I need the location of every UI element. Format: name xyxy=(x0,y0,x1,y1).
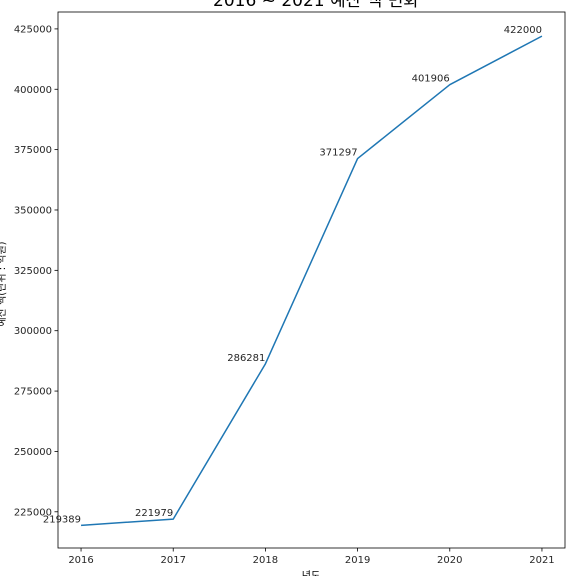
x-tick-label: 2018 xyxy=(253,555,278,566)
y-tick-label: 375000 xyxy=(14,145,52,156)
data-label: 401906 xyxy=(412,74,450,85)
y-tick-label: 250000 xyxy=(14,447,52,458)
series-line xyxy=(81,36,542,525)
y-tick-label: 300000 xyxy=(14,326,52,337)
x-tick-label: 2020 xyxy=(437,555,462,566)
y-axis-title: 예산 액(단위 : 억원) xyxy=(0,241,8,326)
y-tick-label: 350000 xyxy=(14,205,52,216)
y-tick-label: 425000 xyxy=(14,24,52,35)
y-tick-label: 325000 xyxy=(14,266,52,277)
data-label: 371297 xyxy=(319,148,357,159)
x-tick-label: 2019 xyxy=(345,555,370,566)
y-tick-label: 275000 xyxy=(14,387,52,398)
data-label: 219389 xyxy=(43,514,81,525)
data-label: 221979 xyxy=(135,508,173,519)
x-axis-title: 년도 xyxy=(302,570,320,576)
y-tick-label: 400000 xyxy=(14,85,52,96)
chart-title: 2016 ~ 2021 예산 액 변화 xyxy=(213,0,419,11)
plot-frame xyxy=(58,12,565,548)
x-tick-label: 2021 xyxy=(529,555,554,566)
data-label: 286281 xyxy=(227,353,265,364)
data-label: 422000 xyxy=(504,25,542,36)
x-tick-label: 2017 xyxy=(161,555,186,566)
plot-area: 2250002500002750003000003250003500003750… xyxy=(14,12,565,566)
x-tick-label: 2016 xyxy=(68,555,93,566)
